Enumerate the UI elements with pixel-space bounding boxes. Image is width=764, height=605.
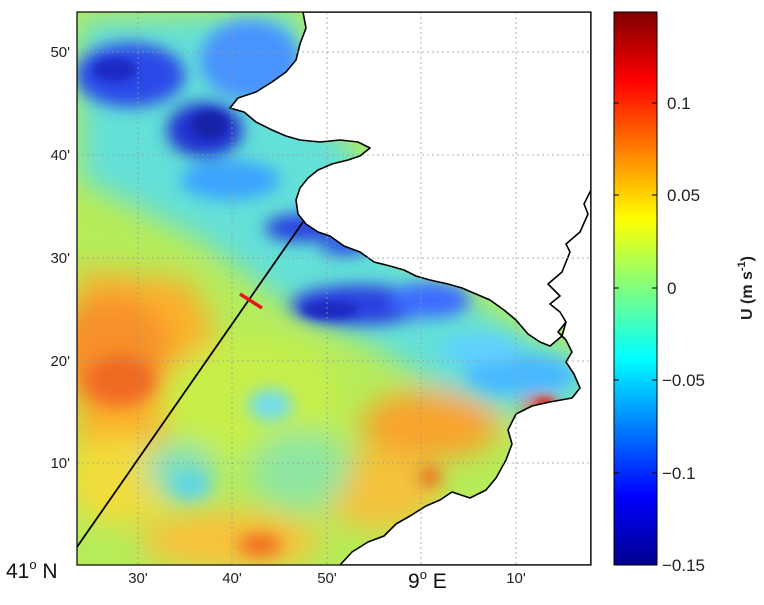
longitude-ticks: 30' 40' 50' 10' <box>128 570 526 587</box>
latitude-ticks: 50' 40' 30' 20' 10' <box>50 44 70 472</box>
lon-tick-10: 10' <box>506 570 526 587</box>
colorbar-label: U (m s-1) <box>736 256 756 320</box>
corner-longitude-label: 9o E <box>408 567 447 593</box>
lon-tick-30: 30' <box>128 570 148 587</box>
map-frame <box>76 11 592 566</box>
lon-tick-50: 50' <box>317 570 337 587</box>
lat-tick-40: 40' <box>50 147 70 164</box>
colorbar-tick-0: 0 <box>667 279 676 298</box>
colorbar-tick-marks <box>614 102 657 474</box>
colorbar: 0.1 0.05 0 −0.05 −0.1 −0.15 U (m s-1) <box>613 11 756 575</box>
section-marker <box>239 292 263 310</box>
colorbar-tick-minus-0.1: −0.1 <box>662 464 696 483</box>
lat-tick-20: 20' <box>50 353 70 370</box>
corner-latitude-label: 41o N <box>6 557 58 583</box>
grid-lines <box>77 12 591 565</box>
map-panel <box>77 12 591 565</box>
transect-line <box>77 221 304 548</box>
colorbar-tick-0.1: 0.1 <box>667 94 691 113</box>
lat-tick-30: 30' <box>50 250 70 267</box>
colorbar-tick-minus-0.05: −0.05 <box>662 371 705 390</box>
lat-tick-50: 50' <box>50 44 70 61</box>
colorbar-tick-minus-0.15: −0.15 <box>662 556 705 575</box>
land-mass <box>229 12 591 565</box>
colorbar-tick-0.05: 0.05 <box>667 186 700 205</box>
colorbar-gradient <box>613 11 658 566</box>
lon-tick-40: 40' <box>222 570 242 587</box>
lat-tick-10: 10' <box>50 455 70 472</box>
